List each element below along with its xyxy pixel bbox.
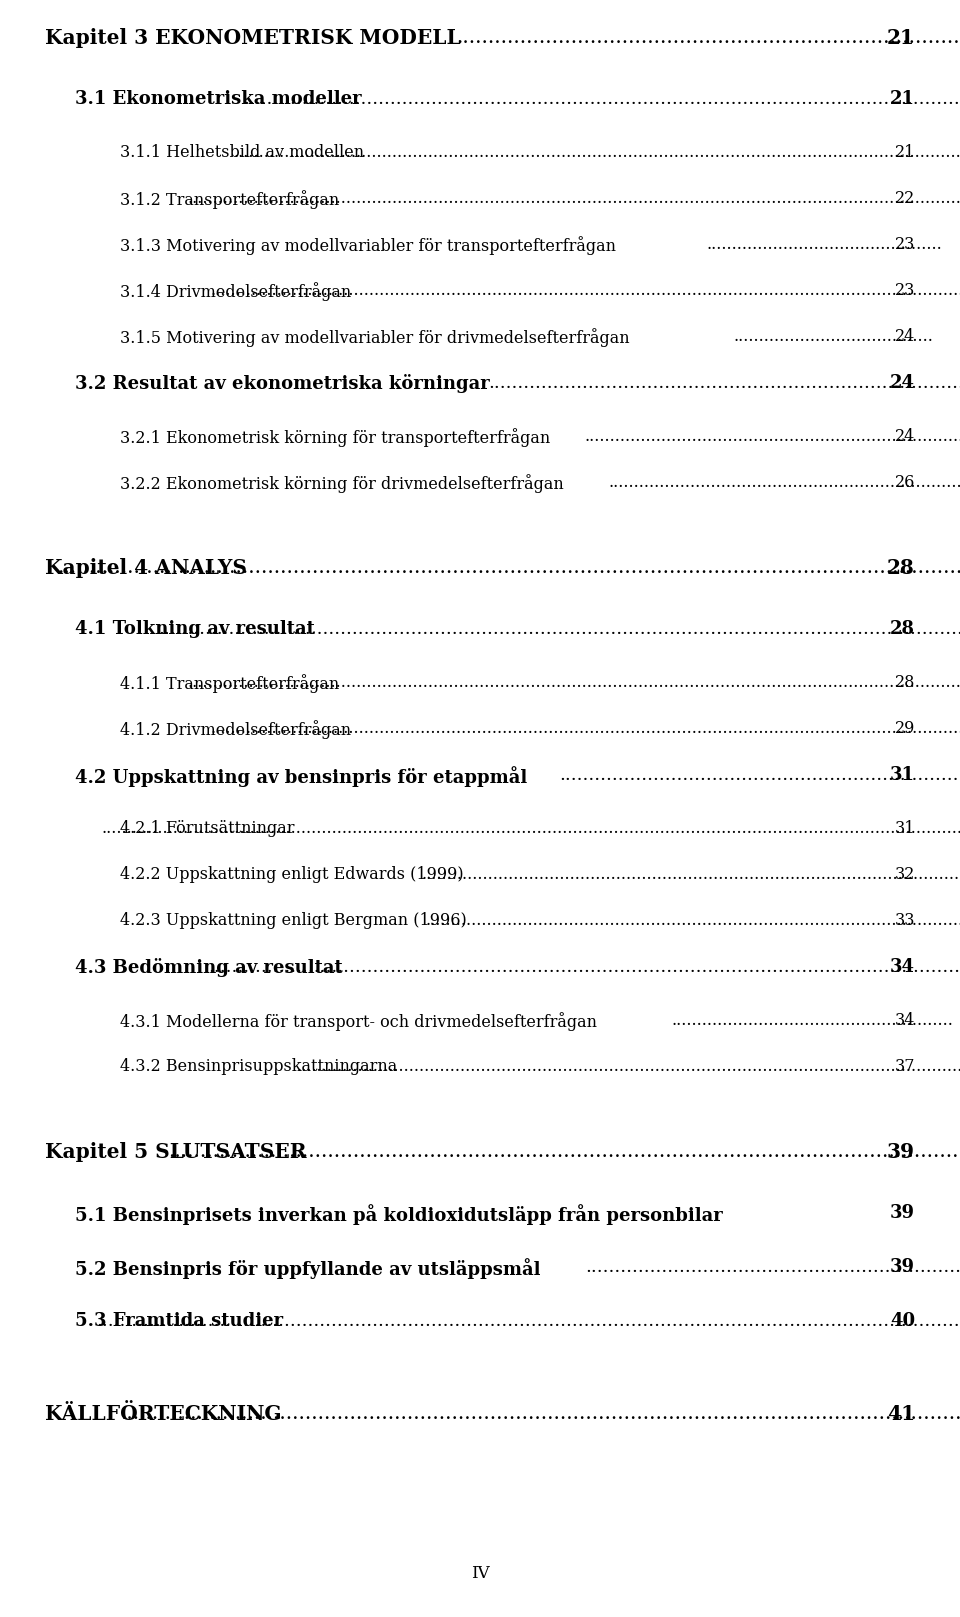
Text: ................................................................................: ........................................… (234, 144, 960, 162)
Text: 21: 21 (890, 91, 915, 108)
Text: 3.2.1 Ekonometrisk körning för transportefterfrågan: 3.2.1 Ekonometrisk körning för transport… (120, 429, 550, 446)
Text: ..................................................................: ........................................… (586, 1258, 960, 1276)
Text: 3.1 Ekonometriska modeller: 3.1 Ekonometriska modeller (75, 91, 362, 108)
Text: 22: 22 (895, 191, 915, 207)
Text: 24: 24 (890, 374, 915, 391)
Text: 26: 26 (895, 474, 915, 492)
Text: 3.1.2 Transportefterfrågan: 3.1.2 Transportefterfrågan (120, 191, 339, 209)
Text: 39: 39 (890, 1258, 915, 1276)
Text: Kapitel 5 SLUTSATSER: Kapitel 5 SLUTSATSER (45, 1142, 306, 1163)
Text: 4.2.1 Förutsättningar: 4.2.1 Förutsättningar (120, 820, 295, 838)
Text: 5.2 Bensinpris för uppfyllande av utsläppsmål: 5.2 Bensinpris för uppfyllande av utsläp… (75, 1258, 540, 1279)
Text: 34: 34 (890, 957, 915, 977)
Text: ................................................................................: ........................................… (102, 820, 960, 838)
Text: 4.3 Bedömning av resultat: 4.3 Bedömning av resultat (75, 957, 343, 977)
Text: 29: 29 (895, 720, 915, 737)
Text: 23: 23 (895, 281, 915, 299)
Text: 39: 39 (887, 1142, 915, 1163)
Text: 4.3.2 Bensinprisuppskattningarna: 4.3.2 Bensinprisuppskattningarna (120, 1058, 397, 1075)
Text: 34: 34 (895, 1012, 915, 1028)
Text: ................................................................................: ........................................… (157, 619, 960, 639)
Text: 31: 31 (890, 766, 915, 784)
Text: 4.2.3 Uppskattning enligt Bergman (1996): 4.2.3 Uppskattning enligt Bergman (1996) (120, 912, 467, 930)
Text: 4.2 Uppskattning av bensinpris för etappmål: 4.2 Uppskattning av bensinpris för etapp… (75, 766, 527, 787)
Text: .......................................: ....................................... (733, 328, 933, 344)
Text: 4.1.1 Transportefterfrågan: 4.1.1 Transportefterfrågan (120, 674, 339, 694)
Text: 41: 41 (887, 1404, 915, 1425)
Text: 40: 40 (890, 1311, 915, 1331)
Text: 3.1.1 Helhetsbild av modellen: 3.1.1 Helhetsbild av modellen (120, 144, 364, 162)
Text: 3.1.4 Drivmedelsefterfrågan: 3.1.4 Drivmedelsefterfrågan (120, 281, 351, 301)
Text: 3.2 Resultat av ekonometriska körningar: 3.2 Resultat av ekonometriska körningar (75, 374, 490, 393)
Text: ................................................................................: ........................................… (425, 912, 960, 930)
Text: KÄLLFÖRTECKNING: KÄLLFÖRTECKNING (45, 1404, 281, 1425)
Text: 31: 31 (895, 820, 915, 838)
Text: ................................................................................: ........................................… (120, 1404, 960, 1423)
Text: 4.3.1 Modellerna för transport- och drivmedelsefterfrågan: 4.3.1 Modellerna för transport- och driv… (120, 1012, 597, 1032)
Text: 21: 21 (895, 144, 915, 162)
Text: 3.2.2 Ekonometrisk körning för drivmedelsefterfrågan: 3.2.2 Ekonometrisk körning för drivmedel… (120, 474, 564, 493)
Text: ................................................................................: ........................................… (208, 957, 960, 977)
Text: 23: 23 (895, 236, 915, 252)
Text: IV: IV (470, 1565, 490, 1581)
Text: 28: 28 (895, 674, 915, 690)
Text: 5.1 Bensinprisets inverkan på koldioxidutsläpp från personbilar: 5.1 Bensinprisets inverkan på koldioxidu… (75, 1205, 723, 1226)
Text: ................................................................................: ........................................… (187, 674, 960, 690)
Text: 21: 21 (887, 27, 915, 49)
Text: .......................................................................: ........................................… (609, 474, 960, 492)
Text: 3.1.3 Motivering av modellvariabler för transportefterfrågan: 3.1.3 Motivering av modellvariabler för … (120, 236, 616, 255)
Text: ................................................................................: ........................................… (244, 91, 960, 108)
Text: ................................................................................: ........................................… (169, 1142, 960, 1161)
Text: Kapitel 4 ANALYS: Kapitel 4 ANALYS (45, 558, 247, 577)
Text: ........................................................................: ........................................… (559, 766, 960, 784)
Text: 24: 24 (895, 328, 915, 344)
Text: .......................................................: ........................................… (671, 1012, 953, 1028)
Text: 4.1.2 Drivmedelsefterfrågan: 4.1.2 Drivmedelsefterfrågan (120, 720, 351, 739)
Text: 39: 39 (890, 1205, 915, 1222)
Text: 33: 33 (895, 912, 915, 930)
Text: ................................................................................: ........................................… (187, 191, 960, 207)
Text: 3.1.5 Motivering av modellvariabler för drivmedelsefterfrågan: 3.1.5 Motivering av modellvariabler för … (120, 328, 630, 348)
Text: 5.3 Framtida studier: 5.3 Framtida studier (75, 1311, 283, 1331)
Text: Kapitel 3 EKONOMETRISK MODELL: Kapitel 3 EKONOMETRISK MODELL (45, 27, 461, 49)
Text: 32: 32 (895, 867, 915, 883)
Text: 4.2.2 Uppskattning enligt Edwards (1999): 4.2.2 Uppskattning enligt Edwards (1999) (120, 867, 464, 883)
Text: ................................................................................: ........................................… (210, 720, 960, 737)
Text: 4.1 Tolkning av resultat: 4.1 Tolkning av resultat (75, 619, 315, 639)
Text: ................................................................................: ........................................… (57, 558, 960, 577)
Text: ................................................................................: ........................................… (96, 1311, 960, 1331)
Text: ................................................................................: ........................................… (210, 281, 960, 299)
Text: ................................................................................: ........................................… (488, 374, 960, 391)
Text: .............................................................................: ........................................… (585, 429, 960, 445)
Text: ................................................................................: ........................................… (297, 1058, 960, 1075)
Text: 37: 37 (895, 1058, 915, 1075)
Text: ................................................................................: ........................................… (456, 27, 960, 47)
Text: 24: 24 (895, 429, 915, 445)
Text: ................................................................................: ........................................… (421, 867, 960, 883)
Text: 28: 28 (887, 558, 915, 577)
Text: ..............................................: ........................................… (707, 236, 942, 252)
Text: 28: 28 (890, 619, 915, 639)
